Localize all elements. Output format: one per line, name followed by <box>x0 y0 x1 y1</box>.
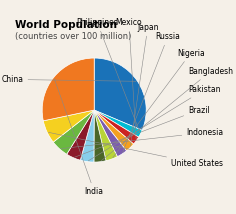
Wedge shape <box>94 110 117 161</box>
Text: Bangladesh: Bangladesh <box>101 67 233 161</box>
Wedge shape <box>42 58 94 121</box>
Wedge shape <box>80 110 94 162</box>
Text: (countries over 100 million): (countries over 100 million) <box>15 32 131 41</box>
Wedge shape <box>67 110 94 160</box>
Text: United States: United States <box>48 132 223 168</box>
Wedge shape <box>53 110 94 154</box>
Text: World Population: World Population <box>15 20 117 30</box>
Wedge shape <box>94 110 139 144</box>
Wedge shape <box>94 110 134 151</box>
Text: Nigeria: Nigeria <box>113 49 205 158</box>
Text: Brazil: Brazil <box>75 106 210 157</box>
Wedge shape <box>94 110 126 157</box>
Text: China: China <box>2 75 136 84</box>
Text: Indonesia: Indonesia <box>61 128 223 149</box>
Text: Mexico: Mexico <box>116 18 142 139</box>
Text: Japan: Japan <box>131 23 159 146</box>
Text: Philippines: Philippines <box>76 18 140 132</box>
Wedge shape <box>94 58 146 130</box>
Text: India: India <box>54 79 104 196</box>
Text: Pakistan: Pakistan <box>88 85 220 161</box>
Wedge shape <box>94 110 142 137</box>
Wedge shape <box>43 110 94 142</box>
Text: Russia: Russia <box>123 32 180 153</box>
Wedge shape <box>94 110 106 162</box>
